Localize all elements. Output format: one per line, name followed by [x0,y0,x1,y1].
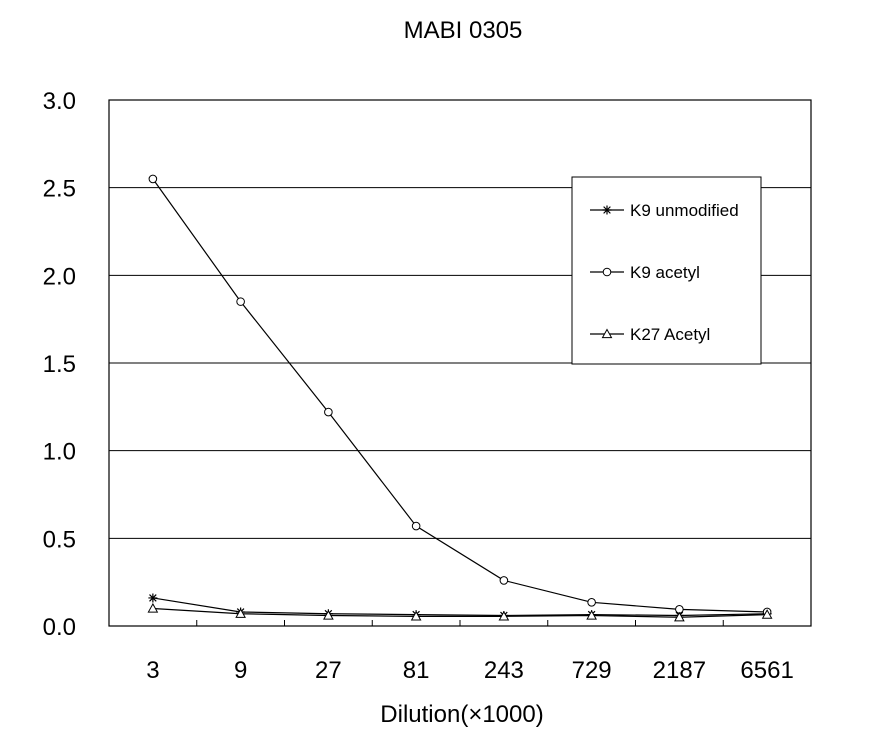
data-point [761,609,773,619]
data-point [410,610,422,621]
x-ticks [196,620,724,626]
y-tick-label: 0.5 [43,526,76,553]
y-tick-label: 2.0 [43,263,76,290]
data-point [323,609,334,620]
legend: K9 unmodified K9 acetyl K27 Acetyl [571,176,762,365]
data-point [324,407,333,417]
series-group [147,174,773,622]
x-tick-label: 3 [146,657,159,684]
y-tick-label: 1.5 [43,351,76,378]
series-line [152,597,768,617]
chart-title: MABI 0305 [404,17,523,44]
data-point [587,598,596,607]
x-tick-label: 6561 [740,657,793,684]
data-point [147,602,159,613]
data-point [586,609,597,620]
y-tick-label: 3.0 [43,88,76,115]
legend-marker [602,205,612,215]
data-point [148,593,158,603]
legend-label: K9 acetyl [630,263,700,282]
x-tick-labels: 3 9 27 81 243 729 2187 6561 [146,657,794,684]
legend-box [571,176,762,365]
legend-marker [602,267,612,277]
x-axis-label: Dilution(×1000) [380,701,543,728]
series-line [152,607,768,618]
data-point [674,611,685,622]
data-point [498,610,510,621]
legend-label: K27 Acetyl [630,325,710,344]
data-point [235,608,246,618]
x-tick-label: 9 [234,657,247,684]
y-tick-label: 2.5 [43,176,76,203]
y-tick-labels: 0.0 0.5 1.0 1.5 2.0 2.5 3.0 [43,88,76,641]
legend-marker [601,328,613,339]
data-point [499,576,509,585]
data-point [148,174,158,184]
x-tick-label: 2187 [653,657,706,684]
y-tick-label: 0.0 [43,614,76,641]
y-tick-label: 1.0 [43,439,76,466]
x-tick-label: 27 [315,657,342,684]
data-point [236,297,245,306]
series-line [152,178,768,613]
data-point [411,521,421,531]
legend-label: K9 unmodified [630,201,739,220]
x-tick-label: 81 [403,657,430,684]
x-tick-label: 243 [484,657,524,684]
x-tick-label: 729 [572,657,612,684]
